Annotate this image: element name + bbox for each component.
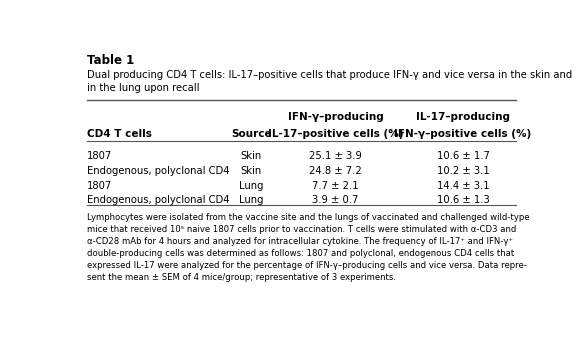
Text: Endogenous, polyclonal CD4: Endogenous, polyclonal CD4 [87,166,230,176]
Text: Dual producing CD4 T cells: IL-17–positive cells that produce IFN-γ and vice ver: Dual producing CD4 T cells: IL-17–positi… [87,70,573,93]
Text: 1807: 1807 [87,180,112,191]
Text: Lymphocytes were isolated from the vaccine site and the lungs of vaccinated and : Lymphocytes were isolated from the vacci… [87,213,530,282]
Text: 7.7 ± 2.1: 7.7 ± 2.1 [312,180,359,191]
Text: CD4 T cells: CD4 T cells [87,129,152,139]
Text: Skin: Skin [240,151,262,161]
Text: 10.2 ± 3.1: 10.2 ± 3.1 [437,166,489,176]
Text: IFN-γ–positive cells (%): IFN-γ–positive cells (%) [395,129,532,139]
Text: IL-17–producing: IL-17–producing [416,112,510,122]
Text: 10.6 ± 1.7: 10.6 ± 1.7 [437,151,490,161]
Text: Endogenous, polyclonal CD4: Endogenous, polyclonal CD4 [87,195,230,205]
Text: Lung: Lung [239,195,263,205]
Text: 10.6 ± 1.3: 10.6 ± 1.3 [437,195,489,205]
Text: 25.1 ± 3.9: 25.1 ± 3.9 [309,151,362,161]
Text: Lung: Lung [239,180,263,191]
Text: 1807: 1807 [87,151,112,161]
Text: 24.8 ± 7.2: 24.8 ± 7.2 [309,166,362,176]
Text: Source: Source [231,129,272,139]
Text: 3.9 ± 0.7: 3.9 ± 0.7 [312,195,359,205]
Text: 14.4 ± 3.1: 14.4 ± 3.1 [437,180,489,191]
Text: IFN-γ–producing: IFN-γ–producing [288,112,383,122]
Text: Skin: Skin [240,166,262,176]
Text: Table 1: Table 1 [87,54,135,67]
Text: IL-17–positive cells (%): IL-17–positive cells (%) [268,129,403,139]
